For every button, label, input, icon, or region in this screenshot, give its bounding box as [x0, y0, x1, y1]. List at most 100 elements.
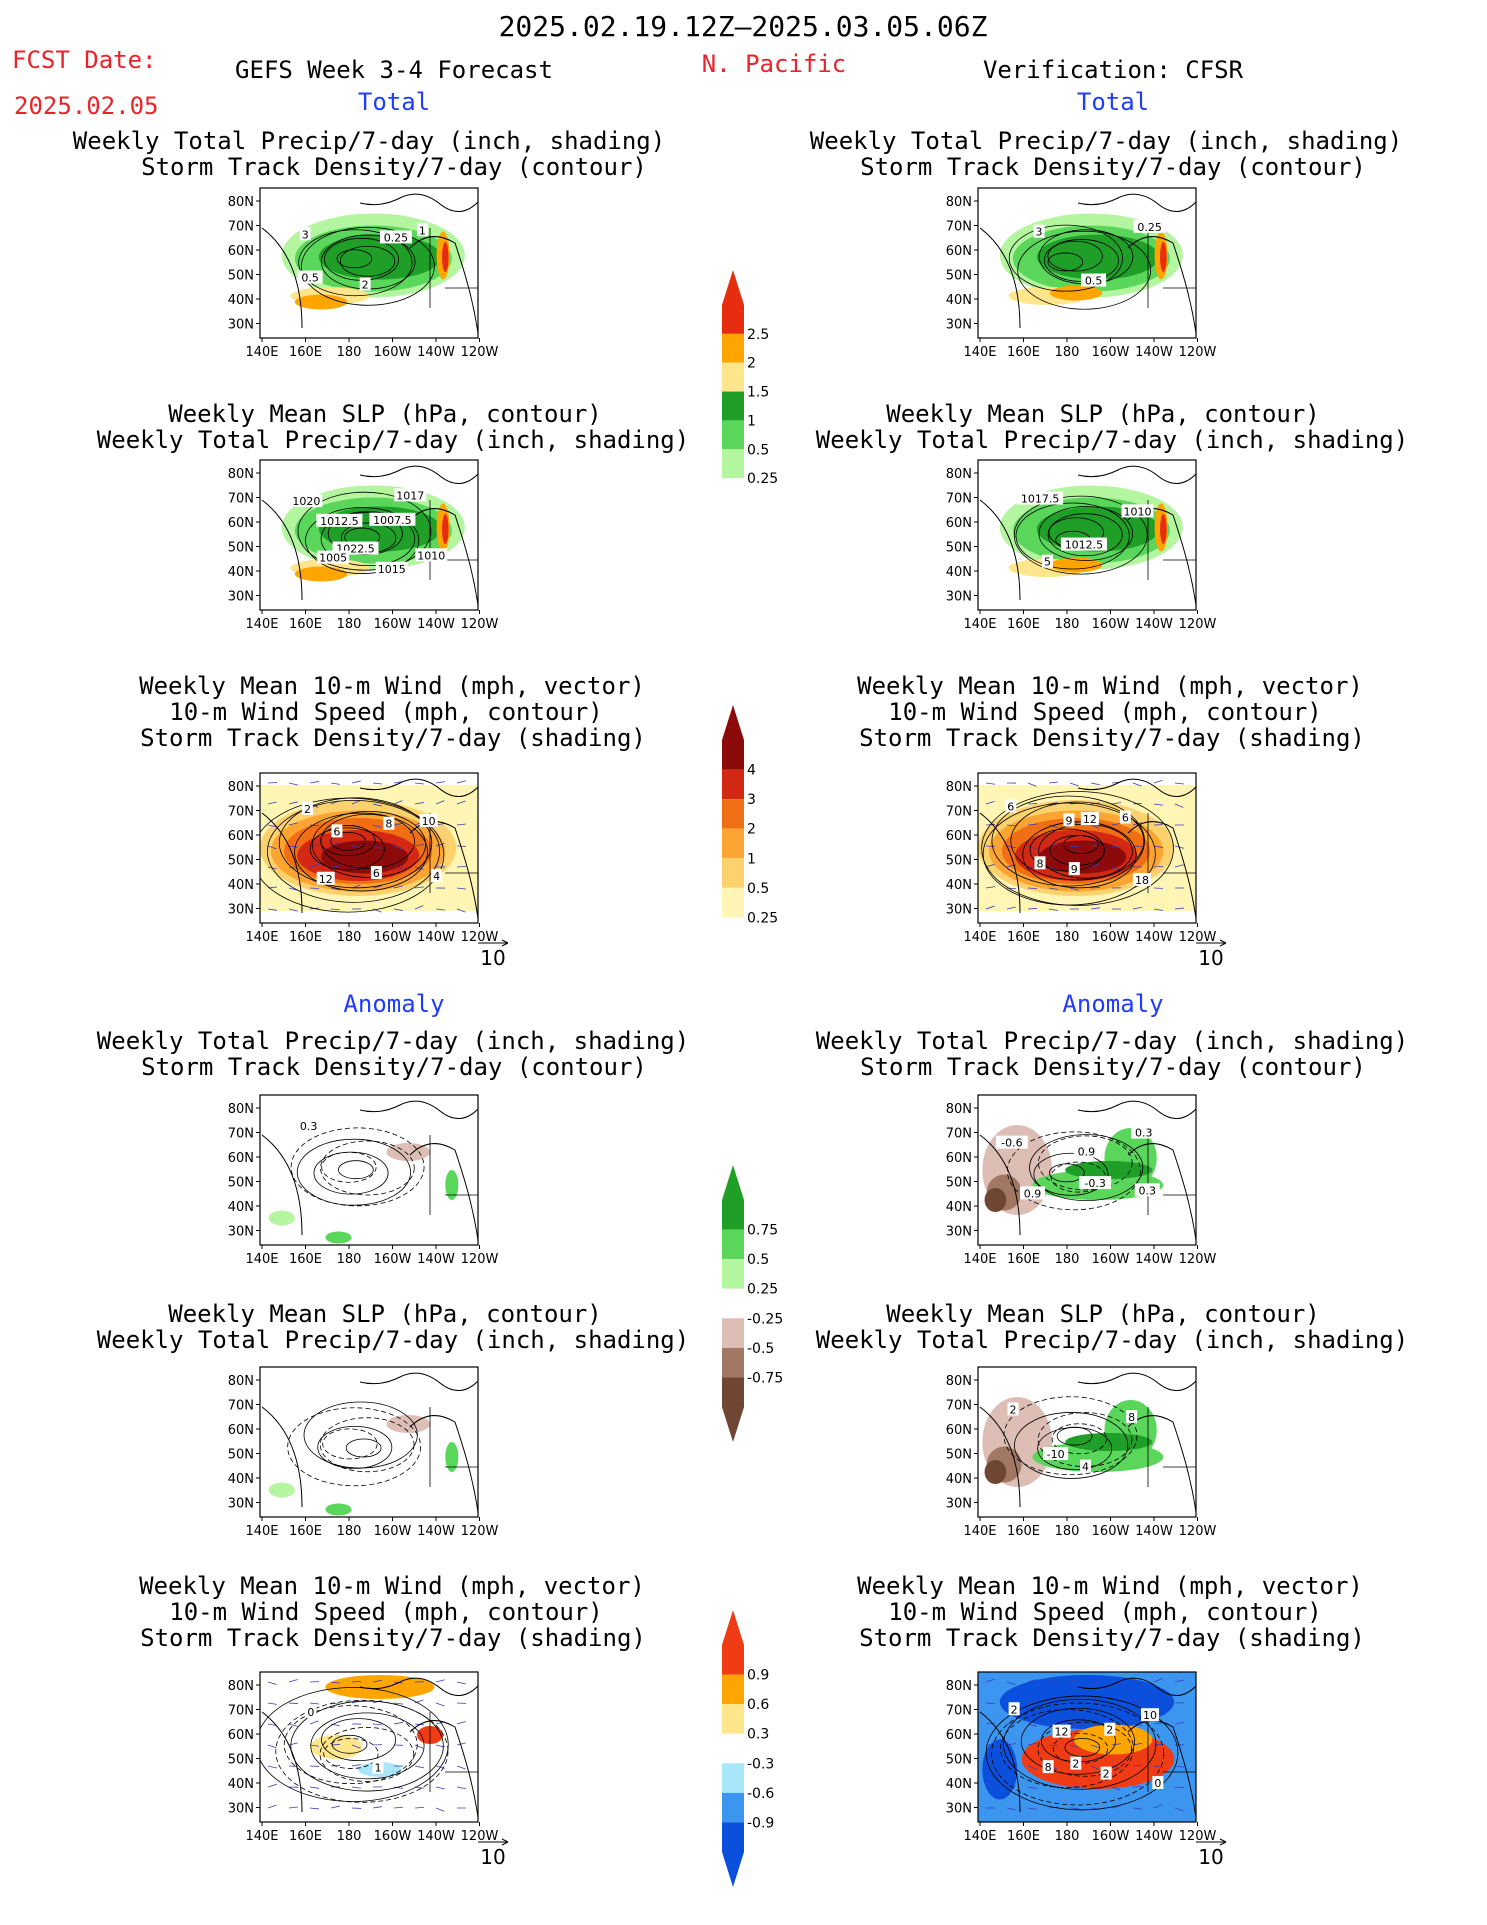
lon-tick-label: 160W — [1092, 617, 1130, 632]
colorbar-tick-label: -0.5 — [747, 1341, 774, 1357]
lat-tick-label: 30N — [946, 318, 972, 333]
coastline — [409, 1143, 478, 1241]
shading-region — [318, 234, 441, 280]
colorbar-segment — [722, 858, 744, 888]
map-frame — [259, 187, 479, 339]
lon-tick-label: 180 — [337, 1524, 362, 1539]
wind-vector — [1111, 845, 1121, 848]
contour-label: 0.5 — [301, 272, 319, 285]
contour-label: 8 — [1045, 1761, 1052, 1774]
contour-line — [1038, 506, 1134, 561]
colorbar-precip-total: 2.5 2 1.5 1 0.5 0.25 — [722, 270, 778, 542]
contour-label-bg — [1033, 224, 1045, 238]
wind-vector — [1153, 908, 1163, 911]
vector-reference-arrowhead — [501, 939, 509, 947]
lon-tick-label: 180 — [1055, 1252, 1080, 1267]
wind-vector — [1048, 1702, 1058, 1707]
coastline — [979, 227, 1021, 329]
lat-tick-label: 60N — [946, 1728, 972, 1743]
wind-vector — [1153, 1743, 1164, 1746]
shading-region — [999, 1675, 1175, 1729]
wind-vector — [985, 1702, 996, 1705]
wind-vector — [330, 908, 341, 911]
colorbar-tick-label: 2 — [747, 822, 756, 838]
wind-vector — [267, 845, 277, 850]
wind-vector — [1153, 845, 1163, 848]
colorbar-segment — [722, 420, 744, 450]
wind-vector — [393, 845, 403, 850]
contour-label-bg — [1068, 862, 1080, 876]
wind-vector — [414, 886, 424, 889]
lon-tick-label: 160W — [374, 930, 412, 945]
contour-line — [319, 1417, 415, 1473]
panel-title: 10-m Wind Speed (mph, contour) — [169, 1598, 603, 1626]
contour-label: 1010 — [1123, 505, 1151, 518]
colorbar-segment — [722, 828, 744, 859]
lat-tick-label: 40N — [228, 878, 254, 893]
lon-tick-label: 140W — [417, 1524, 455, 1539]
colorbar-tick-label: 0.25 — [747, 471, 778, 487]
wind-vector — [1153, 803, 1163, 806]
coastline — [409, 508, 478, 606]
contour-label: -0.6 — [1001, 1137, 1022, 1150]
lat-tick-label: 50N — [228, 269, 254, 284]
contour-line — [322, 1428, 378, 1460]
contour-label-bg — [1121, 504, 1154, 518]
coastline — [1127, 821, 1196, 919]
wind-vector — [372, 845, 382, 850]
shading-region — [1065, 1161, 1153, 1179]
contour-line — [1003, 1396, 1138, 1476]
lat-tick-label: 80N — [946, 467, 972, 482]
contour-label-bg — [317, 550, 350, 564]
wind-vector — [288, 1702, 299, 1705]
wind-vector — [372, 803, 382, 807]
lon-tick-label: 140W — [417, 1829, 455, 1844]
verification-title: Verification: CFSR — [982, 56, 1244, 84]
contour-label-bg — [375, 561, 408, 575]
wind-vector — [267, 908, 277, 911]
colorbar-segment — [722, 1200, 744, 1230]
contour-label-bg — [316, 513, 363, 527]
contour-label: 0.3 — [300, 1120, 318, 1133]
contour-label-bg — [301, 801, 313, 815]
contour-label-bg — [1042, 1760, 1054, 1774]
wind-vector — [1027, 1699, 1037, 1704]
wind-vector — [1027, 1742, 1037, 1746]
lat-tick-label: 60N — [946, 829, 972, 844]
lon-tick-label: 140E — [245, 1252, 278, 1267]
contour-line — [1047, 252, 1084, 272]
wind-vector — [1006, 1721, 1016, 1725]
contour-line — [309, 827, 385, 871]
wind-vector — [1048, 781, 1058, 784]
lon-tick-label: 120W — [1179, 617, 1217, 632]
wind-vector — [1174, 782, 1184, 785]
contour-line — [266, 799, 441, 903]
wind-vector — [288, 822, 298, 826]
contour-label: 6 — [373, 867, 380, 880]
wind-vector — [1027, 1807, 1037, 1810]
contour-label: 8 — [1128, 1411, 1135, 1424]
lat-tick-label: 40N — [946, 565, 972, 580]
wind-vector — [1006, 1743, 1016, 1746]
contour-label: 2 — [1103, 1768, 1110, 1781]
lon-tick-label: 140W — [1135, 345, 1173, 360]
wind-vector — [414, 905, 424, 910]
colorbar-tick-label: 1 — [747, 851, 756, 867]
colorbar-storm-anomaly: 0.9 0.6 0.3 -0.3 -0.6 -0.9 — [722, 1610, 774, 1887]
shading-region — [268, 1482, 295, 1498]
contour-label-bg — [290, 494, 323, 508]
contour-label-bg — [1079, 1176, 1112, 1190]
lon-tick-label: 180 — [1055, 930, 1080, 945]
contour-label-bg — [1134, 1183, 1160, 1197]
map-frame — [259, 772, 479, 924]
coastline — [409, 1720, 478, 1818]
wind-vector — [393, 1786, 403, 1789]
forecast-model-title: GEFS Week 3-4 Forecast — [235, 56, 553, 84]
wind-vector — [1069, 1744, 1079, 1748]
wind-vector — [435, 908, 445, 911]
contour-line — [985, 1695, 1179, 1811]
wind-vector — [456, 823, 466, 826]
panel-title: 10-m Wind Speed (mph, contour) — [169, 698, 603, 726]
lat-tick-label: 70N — [228, 805, 254, 820]
